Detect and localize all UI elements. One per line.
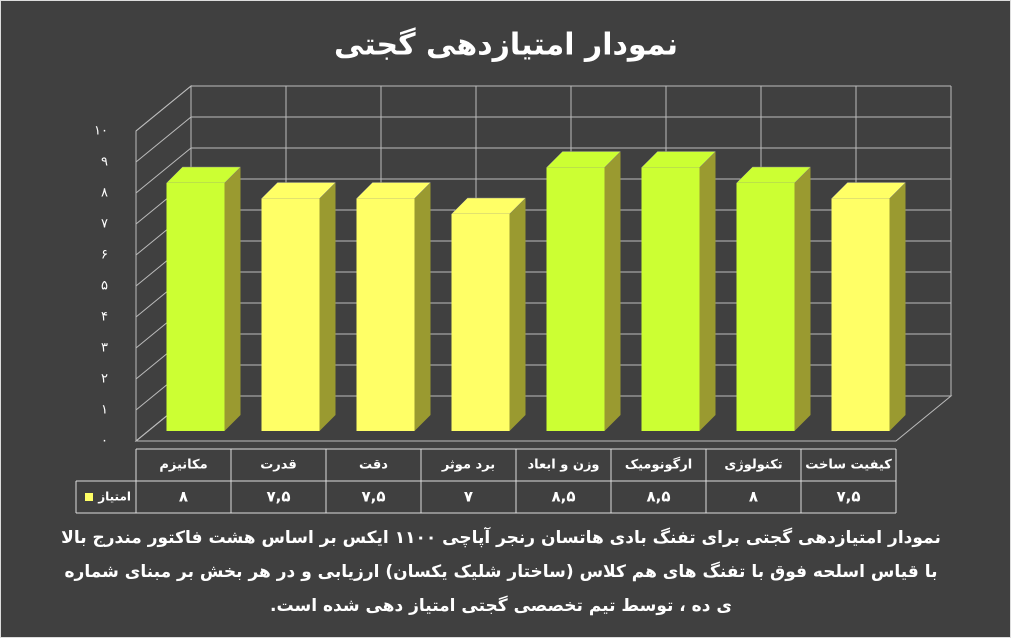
bar — [355, 182, 432, 431]
bar-side — [224, 167, 241, 431]
bar-front — [261, 198, 320, 431]
grid-line — [135, 271, 951, 318]
y-tick-label: ۶ — [101, 248, 108, 263]
bar-front — [451, 214, 510, 431]
legend-label: امتیاز — [97, 490, 131, 504]
x-tick-label: قدرت — [260, 458, 297, 473]
chart: نمودار امتیازدهی گجتی ۰ ۱ ۲ ۳ ۴ ۵ ۶ ۷ ۸ ۹ ۱۰ مکانیز… — [75, 27, 953, 514]
y-tick-label: ۰ — [101, 434, 108, 449]
value-label: ۷,۵ — [836, 488, 860, 506]
grid-line — [135, 302, 951, 349]
bar — [165, 166, 242, 431]
bar-front — [641, 167, 700, 431]
value-label: ۸ — [179, 488, 188, 506]
bar-front — [736, 183, 795, 431]
y-tick-label: ۲ — [101, 372, 108, 387]
bar-side — [414, 182, 431, 431]
bar — [260, 182, 337, 431]
bar-front — [166, 183, 225, 431]
x-tick-label: تکنولوژی — [724, 458, 782, 473]
value-label: ۸,۵ — [551, 488, 575, 506]
bar-side — [509, 198, 526, 431]
grid-line — [135, 395, 951, 442]
x-tick-label: ارگونومیک — [625, 457, 692, 473]
grid-line — [135, 333, 951, 380]
y-tick-label: ۴ — [101, 310, 108, 325]
bar — [830, 182, 907, 431]
grid-line — [135, 147, 951, 194]
value-label: ۸ — [749, 488, 758, 506]
bar-side — [319, 182, 336, 431]
x-tick-label: مکانیزم — [159, 458, 207, 473]
y-tick-label: ۵ — [101, 279, 108, 294]
bar — [545, 151, 622, 431]
y-tick-label: ۱ — [101, 403, 108, 418]
grid-line — [135, 178, 951, 225]
bar-front — [831, 198, 890, 431]
x-tick-label: وزن و ابعاد — [527, 458, 599, 473]
bar — [450, 197, 527, 431]
legend-swatch — [85, 493, 93, 501]
caption: نمودار امتیازدهی گجتی برای تفنگ بادی هات… — [61, 528, 941, 616]
grid-line — [135, 240, 951, 287]
x-tick-label: کیفیت ساخت — [805, 458, 892, 473]
grid-line — [135, 209, 951, 256]
value-label: ۸,۵ — [646, 488, 670, 506]
chart-title: نمودار امتیازدهی گجتی — [334, 27, 678, 63]
grid-line — [135, 364, 951, 411]
grid-line — [135, 116, 951, 163]
x-tick-label: دقت — [359, 458, 388, 473]
y-tick-label: ۹ — [101, 155, 108, 170]
x-tick-label: برد موثر — [441, 458, 495, 473]
value-label: ۷ — [464, 488, 473, 506]
bar-side — [699, 151, 716, 431]
value-label: ۷,۵ — [361, 488, 385, 506]
grid-line — [135, 85, 951, 132]
bar — [640, 151, 717, 431]
value-label: ۷,۵ — [266, 488, 290, 506]
bar — [735, 166, 812, 431]
floor — [134, 395, 953, 442]
bar-front — [356, 198, 415, 431]
bar-side — [889, 182, 906, 431]
bar-side — [604, 151, 621, 431]
y-tick-label: ۱۰ — [94, 124, 108, 139]
y-tick-label: ۳ — [101, 341, 108, 356]
bar-side — [794, 167, 811, 431]
y-tick-label: ۸ — [101, 186, 108, 201]
y-tick-label: ۷ — [101, 217, 108, 232]
bar-front — [546, 167, 605, 431]
